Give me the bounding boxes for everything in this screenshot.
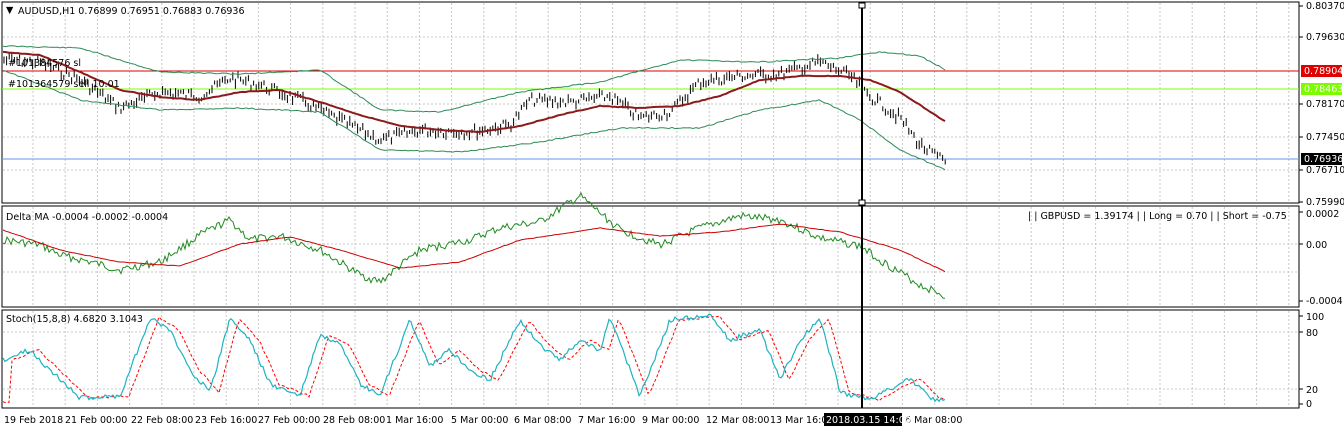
svg-text:0.79630: 0.79630 <box>1306 32 1344 43</box>
order-label-sl[interactable]: #101384576 sl <box>8 58 81 69</box>
svg-text:0.78463: 0.78463 <box>1304 84 1343 95</box>
svg-text:0.78170: 0.78170 <box>1306 99 1344 110</box>
svg-text:0.76710: 0.76710 <box>1306 165 1344 176</box>
upper-band-line <box>2 45 946 113</box>
svg-text:27 Feb 00:00: 27 Feb 00:00 <box>258 415 320 426</box>
moving-average-line <box>2 50 946 134</box>
grid-lines <box>3 3 1298 407</box>
svg-text:21 Feb 00:00: 21 Feb 00:00 <box>65 415 127 426</box>
price-axis: 0.80370 0.79630 0.78170 0.77450 0.76710 … <box>1299 1 1344 208</box>
svg-text:5 Mar 00:00: 5 Mar 00:00 <box>451 415 508 426</box>
delta-axis: 0.0002 0.00 -0.0004 <box>1299 209 1343 307</box>
svg-text:0.0002: 0.0002 <box>1306 209 1339 220</box>
stoch-header: Stoch(15,8,8) 4.6820 3.1043 <box>6 314 143 325</box>
svg-text:20: 20 <box>1306 385 1318 396</box>
menu-arrow-icon[interactable]: ▼ <box>6 5 14 16</box>
order-label-sell[interactable]: #101364579 sell 10.01 <box>8 79 120 90</box>
pair-info: | | GBPUSD = 1.39174 | | Long = 0.70 | |… <box>1028 211 1287 222</box>
stoch-main-line <box>2 313 946 403</box>
svg-text:6 Mar 08:00: 6 Mar 08:00 <box>514 415 571 426</box>
svg-text:0.80370: 0.80370 <box>1306 1 1344 12</box>
svg-text:23 Feb 16:00: 23 Feb 16:00 <box>195 415 257 426</box>
svg-text:6 Mar 08:00: 6 Mar 08:00 <box>905 415 962 426</box>
svg-text:0.77450: 0.77450 <box>1306 132 1344 143</box>
svg-text:0.00: 0.00 <box>1306 240 1327 251</box>
support-price-tag: 0.78463 <box>1301 83 1343 95</box>
svg-text:1 Mar 16:00: 1 Mar 16:00 <box>386 415 443 426</box>
stochastic-panel[interactable] <box>1 309 1300 409</box>
delta-slow-line <box>2 223 946 273</box>
lower-band-line <box>2 69 946 171</box>
svg-text:28 Feb 08:00: 28 Feb 08:00 <box>323 415 385 426</box>
svg-text:22 Feb 08:00: 22 Feb 08:00 <box>131 415 193 426</box>
delta-fast-line <box>2 191 946 299</box>
svg-text:100: 100 <box>1306 312 1324 323</box>
svg-text:12 Mar 08:00: 12 Mar 08:00 <box>706 415 769 426</box>
main-price-panel[interactable] <box>1 1 1300 204</box>
svg-text:0.78904: 0.78904 <box>1304 66 1343 77</box>
crosshair-handle-top[interactable] <box>858 2 866 9</box>
svg-text:13 Mar 16:00: 13 Mar 16:00 <box>770 415 833 426</box>
delta-header: Delta MA -0.0004 -0.0002 -0.0004 <box>6 212 168 223</box>
resistance-price-tag: 0.78904 <box>1301 65 1343 77</box>
svg-text:0: 0 <box>1306 399 1312 410</box>
svg-text:7 Mar 16:00: 7 Mar 16:00 <box>578 415 635 426</box>
svg-text:9 Mar 00:00: 9 Mar 00:00 <box>642 415 699 426</box>
svg-text:0.76936: 0.76936 <box>1304 154 1343 165</box>
svg-text:2018.03.15 14:00: 2018.03.15 14:00 <box>826 415 911 426</box>
crosshair-handle-bottom[interactable] <box>858 199 866 206</box>
svg-text:0.75990: 0.75990 <box>1306 197 1344 208</box>
svg-text:80: 80 <box>1306 328 1318 339</box>
stoch-signal-line <box>2 315 946 404</box>
symbol-header: AUDUSD,H1 0.76899 0.76951 0.76883 0.7693… <box>18 6 245 17</box>
svg-text:-0.0004: -0.0004 <box>1306 296 1343 307</box>
time-axis: 19 Feb 2018 21 Feb 00:00 22 Feb 08:00 23… <box>4 415 962 426</box>
svg-text:19 Feb 2018: 19 Feb 2018 <box>4 415 63 426</box>
crosshair-time-tag: 2018.03.15 14:00 <box>824 413 911 426</box>
stoch-axis: 100 80 20 0 <box>1299 312 1324 410</box>
current-price-tag: 0.76936 <box>1301 153 1343 165</box>
